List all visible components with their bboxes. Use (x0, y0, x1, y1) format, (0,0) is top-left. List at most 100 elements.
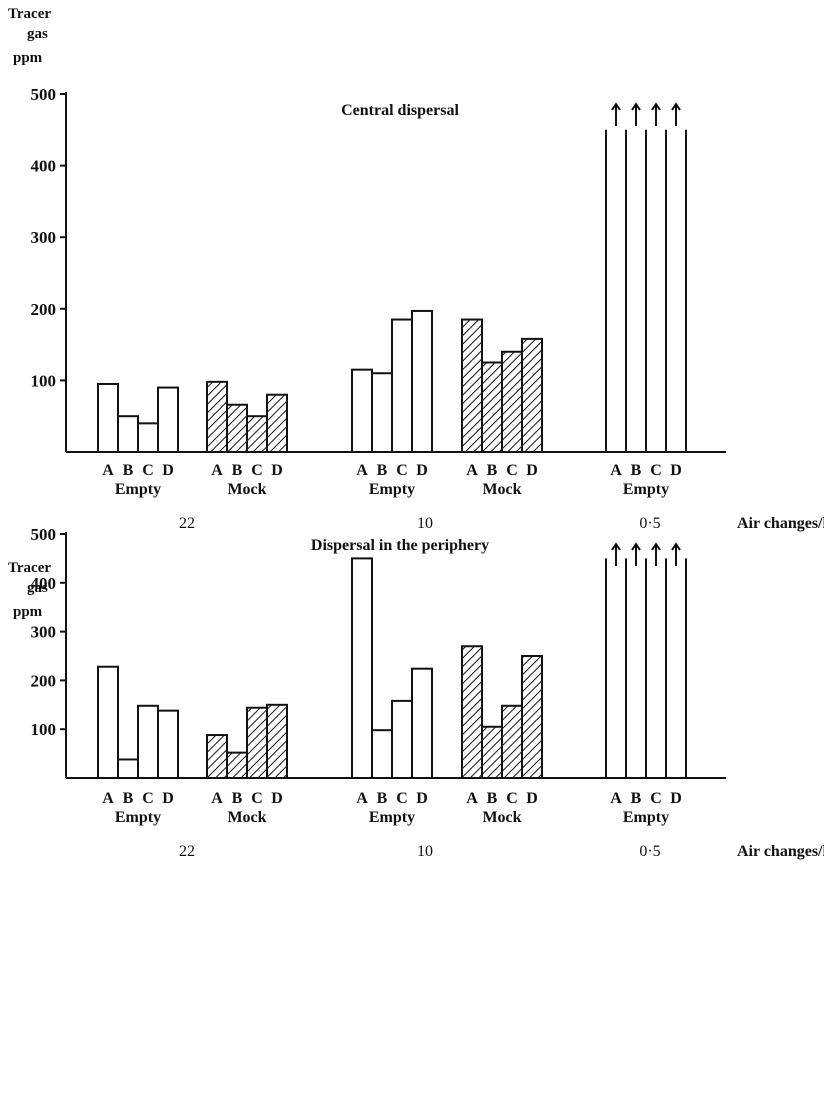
bar-category-label: A (610, 790, 622, 807)
x-axis-label: Air changes/h (737, 843, 824, 860)
group-condition-label: Empty (623, 481, 669, 498)
group-condition-label: Empty (115, 809, 161, 826)
bar (206, 380, 228, 453)
chart-title: Dispersal in the periphery (311, 537, 489, 554)
bar (391, 318, 413, 454)
bar-category-label: D (526, 790, 538, 807)
bar-category-label: D (162, 790, 174, 807)
y-axis-label-line-1: Tracer (8, 6, 51, 22)
bar (206, 734, 228, 780)
bar-category-label: B (487, 462, 498, 479)
air-change-value-label: 10 (417, 515, 433, 532)
air-change-value-label: 22 (179, 515, 195, 532)
bar-category-label: D (271, 462, 283, 479)
chart-2: Tracer gas ppm 100 200 300 400 500 Dispersal in … (8, 525, 824, 860)
y-tick-label: 300 (31, 623, 57, 642)
bar-category-label: B (631, 462, 642, 479)
group-condition-label: Empty (115, 481, 161, 498)
bar-category-label: B (487, 790, 498, 807)
bar (157, 709, 179, 780)
group-condition-label: Mock (227, 809, 266, 826)
bar-category-label: C (142, 790, 154, 807)
y-tick-label: 200 (31, 300, 57, 319)
group-condition-label: Empty (623, 809, 669, 826)
bar (501, 350, 523, 454)
air-change-value-label: 10 (417, 843, 433, 860)
y-axis-label-line-3: ppm (13, 50, 43, 66)
y-tick-label: 300 (31, 228, 57, 247)
bar (521, 337, 543, 454)
bar (246, 415, 268, 454)
bar-category-label: D (526, 462, 538, 479)
bar-category-label: C (142, 462, 154, 479)
bar (411, 309, 433, 453)
bar (246, 706, 268, 780)
bar-category-label: D (670, 462, 682, 479)
air-change-value-label: 22 (179, 843, 195, 860)
bar-category-label: D (416, 790, 428, 807)
bar-category-label: B (123, 790, 134, 807)
bar-category-label: C (506, 462, 518, 479)
bar-category-label: D (416, 462, 428, 479)
bar (97, 382, 119, 454)
y-tick-label: 100 (31, 720, 57, 739)
bar-category-label: A (610, 462, 622, 479)
bar-category-label: C (251, 462, 263, 479)
bar (266, 703, 288, 779)
bar (371, 372, 393, 453)
group-condition-label: Mock (482, 481, 521, 498)
bar-category-label: C (396, 790, 408, 807)
bar-category-label: B (631, 790, 642, 807)
bar (137, 422, 159, 453)
bar-category-label: C (650, 790, 662, 807)
bar (461, 645, 483, 779)
group-condition-label: Empty (369, 809, 415, 826)
bar (137, 704, 159, 779)
overflow-arrow-head (611, 542, 621, 551)
bar-category-label: D (670, 790, 682, 807)
bar-category-label: B (377, 790, 388, 807)
y-axis-label-line-1: Tracer (8, 560, 51, 576)
bar (481, 725, 503, 780)
bar-category-label: D (271, 790, 283, 807)
overflow-arrow-head (651, 102, 661, 111)
overflow-arrow-head (611, 102, 621, 111)
air-change-value-label: 0·5 (639, 515, 660, 532)
bar (371, 729, 393, 780)
overflow-arrow-head (671, 542, 681, 551)
bar (351, 368, 373, 453)
bar-category-label: A (356, 790, 368, 807)
air-change-value-label: 0·5 (639, 843, 660, 860)
bar (391, 699, 413, 779)
bar-category-label: C (506, 790, 518, 807)
bar-category-label: A (102, 462, 114, 479)
bar-category-label: C (650, 462, 662, 479)
group-condition-label: Mock (482, 809, 521, 826)
y-axis-label-line-2: gas (27, 26, 48, 42)
bar (411, 667, 433, 779)
y-tick-label: 100 (31, 371, 57, 390)
overflow-arrow-head (651, 542, 661, 551)
bar (481, 361, 503, 453)
bar (226, 403, 248, 453)
bar (117, 758, 139, 779)
bar-category-label: C (251, 790, 263, 807)
bar-category-label: C (396, 462, 408, 479)
bar (226, 751, 248, 780)
bar-category-label: D (162, 462, 174, 479)
bar-category-label: A (102, 790, 114, 807)
bar (117, 415, 139, 454)
bar (266, 393, 288, 453)
y-tick-label: 200 (31, 671, 57, 690)
bar-category-label: B (232, 462, 243, 479)
bar-category-label: A (466, 462, 478, 479)
bar (461, 318, 483, 454)
y-axis-label-line-3: ppm (13, 604, 43, 620)
x-axis-label: Air changes/h (737, 515, 824, 532)
bar-category-label: A (356, 462, 368, 479)
bar-category-label: B (377, 462, 388, 479)
chart-1: Tracer gas ppm 100 200 300 400 500 Central dispe… (8, 6, 824, 532)
bar (157, 386, 179, 453)
bar (351, 557, 373, 780)
